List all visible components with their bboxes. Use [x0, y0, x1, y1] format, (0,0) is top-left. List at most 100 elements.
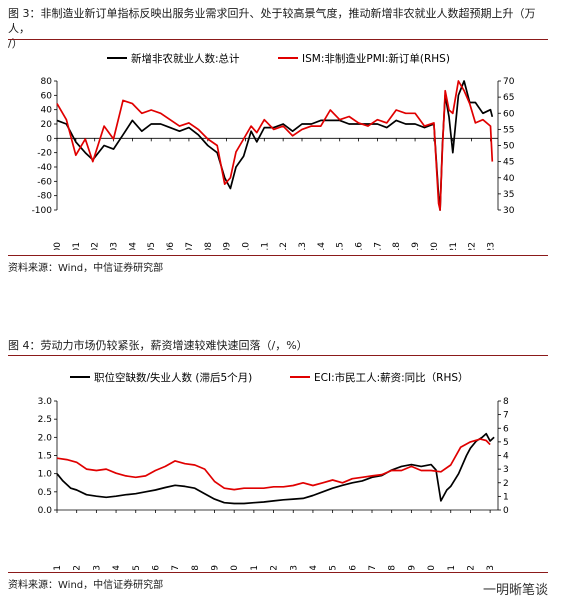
x-tick-label: 2001: [72, 242, 82, 250]
x-tick-label: 2014: [309, 565, 319, 570]
x-tick-label: 2011: [250, 565, 260, 570]
x-tick-label: 2008: [191, 565, 201, 570]
figure4-bottom-rule: [8, 572, 548, 573]
x-tick-label: 2003: [110, 242, 120, 250]
legend-label: 新增非农就业人数:总计: [131, 52, 240, 65]
right-tick-label: 35: [503, 190, 514, 200]
right-tick-label: 50: [503, 142, 515, 152]
x-tick-label: 2008: [204, 242, 214, 250]
right-tick-label: 0: [503, 506, 509, 516]
x-tick-label: 2005: [132, 565, 142, 570]
x-tick-label: 2012: [270, 565, 280, 570]
x-tick-label: 2003: [92, 565, 102, 570]
x-tick-label: 2023: [486, 565, 496, 570]
x-tick-label: 2012: [279, 242, 289, 250]
left-tick-label: 1.0: [38, 470, 53, 480]
x-tick-label: 2007: [185, 242, 195, 250]
figure3-source: 资料来源：Wind，中信证券研究部: [8, 263, 164, 274]
left-tick-label: 80: [41, 77, 53, 87]
x-tick-label: 2006: [151, 565, 161, 570]
x-tick-label: 2016: [348, 565, 358, 570]
series-line-black: [56, 432, 495, 505]
x-tick-label: 2019: [411, 242, 421, 250]
x-tick-label: 2015: [329, 565, 339, 570]
x-tick-label: 2022: [466, 565, 476, 570]
x-tick-label: 2014: [317, 242, 327, 250]
x-tick-label: 2019: [407, 565, 417, 570]
x-tick-label: 2010: [241, 242, 251, 250]
x-tick-label: 2018: [388, 565, 398, 570]
series-line-red: [56, 80, 494, 211]
right-tick-label: 1: [503, 492, 509, 502]
left-tick-label: 0.0: [38, 506, 53, 516]
x-tick-label: 2005: [147, 242, 157, 250]
x-tick-label: 2021: [449, 242, 459, 250]
left-tick-label: 0: [46, 134, 52, 144]
left-tick-label: -80: [37, 192, 52, 202]
right-tick-label: 5: [503, 438, 509, 448]
left-tick-label: 3.0: [38, 397, 53, 407]
left-tick-label: 2.0: [38, 433, 53, 443]
left-tick-label: 1.5: [38, 452, 52, 462]
x-tick-label: 2020: [427, 565, 437, 570]
figure4-title: 图 4：劳动力市场仍较紧张，薪资增速较难快速回落（/，%）: [8, 339, 308, 352]
figure3-title: 图 3：非制造业新订单指标反映出服务业需求回升、处于较高景气度，推动新增非农就业…: [8, 6, 553, 51]
x-tick-label: 2009: [211, 565, 221, 570]
x-tick-label: 2000: [53, 242, 63, 250]
figure4-source: 资料来源：Wind，中信证券研究部: [8, 580, 164, 591]
legend-label: ISM:非制造业PMI:新订单(RHS): [302, 52, 450, 65]
x-tick-label: 2023: [486, 242, 496, 250]
x-tick-label: 2017: [368, 565, 378, 570]
x-tick-label: 2004: [128, 242, 138, 250]
x-tick-label: 2020: [430, 242, 440, 250]
right-tick-label: 2: [503, 479, 509, 489]
watermark: 一明晰笔谈: [482, 583, 548, 598]
left-tick-label: 0.5: [38, 488, 52, 498]
chart-figure3: -100 -80 -60 -40 -20 0 20 40 60 80 30 35 40 45 50 55 60 6…: [32, 52, 515, 250]
left-tick-label: -40: [37, 163, 52, 173]
x-tick-label: 2016: [355, 242, 365, 250]
figure3-bottom-rule: [8, 255, 548, 256]
left-tick-label: 20: [41, 120, 53, 130]
right-tick-label: 8: [503, 397, 509, 407]
left-tick-label: -60: [37, 177, 52, 187]
left-tick-label: 2.5: [38, 415, 52, 425]
legend-label: ECI:市民工人:薪资:同比（RHS）: [314, 371, 469, 384]
figure3-title-line1: 图 3：非制造业新订单指标反映出服务业需求回升、处于较高景气度，推动新增非农就业…: [8, 7, 536, 35]
x-tick-label: 2018: [392, 242, 402, 250]
left-tick-label: 40: [41, 106, 53, 116]
right-tick-label: 30: [503, 206, 515, 216]
x-tick-label: 2013: [289, 565, 299, 570]
right-tick-label: 45: [503, 158, 514, 168]
x-tick-label: 2007: [171, 565, 181, 570]
x-tick-label: 2017: [373, 242, 383, 250]
x-tick-label: 2021: [447, 565, 457, 570]
left-tick-label: 60: [41, 91, 53, 101]
figure4-top-rule: [8, 355, 548, 356]
right-tick-label: 3: [503, 465, 509, 475]
x-tick-label: 2013: [298, 242, 308, 250]
x-tick-label: 2010: [230, 565, 240, 570]
x-tick-label: 2015: [336, 242, 346, 250]
left-tick-label: -20: [37, 149, 52, 159]
x-tick-label: 2011: [260, 242, 270, 250]
right-tick-label: 65: [503, 93, 514, 103]
right-tick-label: 60: [503, 109, 515, 119]
legend-label: 职位空缺数/失业人数 (滞后5个月): [94, 371, 252, 384]
x-tick-label: 2006: [166, 242, 176, 250]
right-tick-label: 55: [503, 125, 514, 135]
x-tick-label: 2022: [468, 242, 478, 250]
x-tick-label: 2004: [112, 565, 122, 570]
x-tick-label: 2009: [223, 242, 233, 250]
right-tick-label: 7: [503, 411, 509, 421]
right-tick-label: 70: [503, 77, 515, 87]
right-tick-label: 6: [503, 424, 509, 434]
series-line-red: [56, 438, 491, 491]
figure3-title-line2: /）: [8, 37, 23, 50]
right-tick-label: 40: [503, 174, 515, 184]
figure3-top-rule: [8, 39, 548, 40]
left-tick-label: -100: [32, 206, 53, 216]
right-tick-label: 4: [503, 452, 509, 462]
